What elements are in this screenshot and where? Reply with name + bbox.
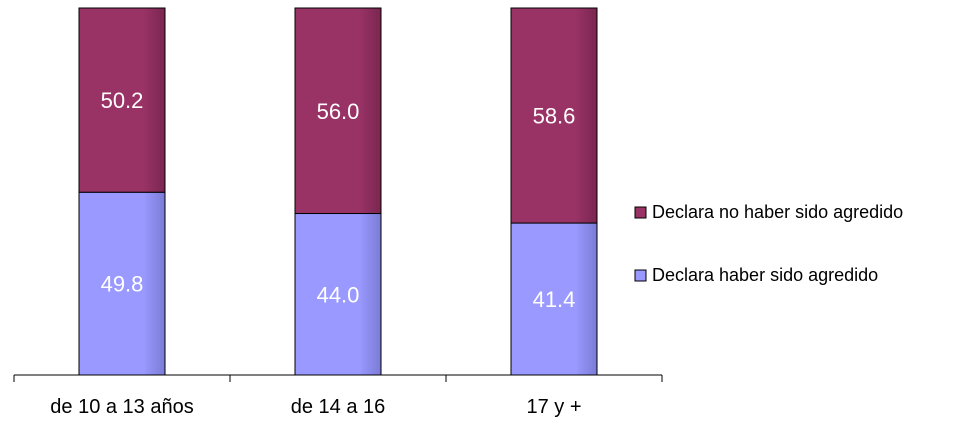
legend: Declara no haber sido agredido Declara ha… (634, 202, 903, 285)
x-tick-label-0: de 10 a 13 años (50, 396, 193, 418)
legend-swatch-1 (634, 269, 647, 282)
legend-swatch-0 (634, 206, 647, 219)
legend-label-0: Declara no haber sido agredido (652, 202, 903, 222)
data-label-agredido-1: 44.0 (317, 282, 360, 307)
bar-segment-no-agredido-1 (294, 7, 382, 215)
data-label-no-agredido-0: 50.2 (101, 88, 144, 113)
legend-label-1: Declara haber sido agredido (652, 265, 878, 285)
bar-segment-agredido-2 (510, 222, 598, 376)
data-label-no-agredido-1: 56.0 (317, 99, 360, 124)
bar-segment-no-agredido-0 (78, 7, 166, 193)
bars-layer (78, 7, 598, 376)
x-axis: de 10 a 13 años de 14 a 16 17 y + (13, 374, 663, 418)
x-tick-label-2: 17 y + (526, 396, 581, 418)
data-label-agredido-0: 49.8 (101, 272, 144, 297)
data-labels-layer: 49.8 50.2 44.0 56.0 41.4 58.6 (101, 88, 576, 312)
bar-segment-agredido-0 (78, 191, 166, 376)
data-label-no-agredido-2: 58.6 (533, 104, 576, 129)
x-tick-label-1: de 14 a 16 (291, 396, 386, 418)
data-label-agredido-2: 41.4 (533, 287, 576, 312)
bar-segment-no-agredido-2 (510, 7, 598, 224)
